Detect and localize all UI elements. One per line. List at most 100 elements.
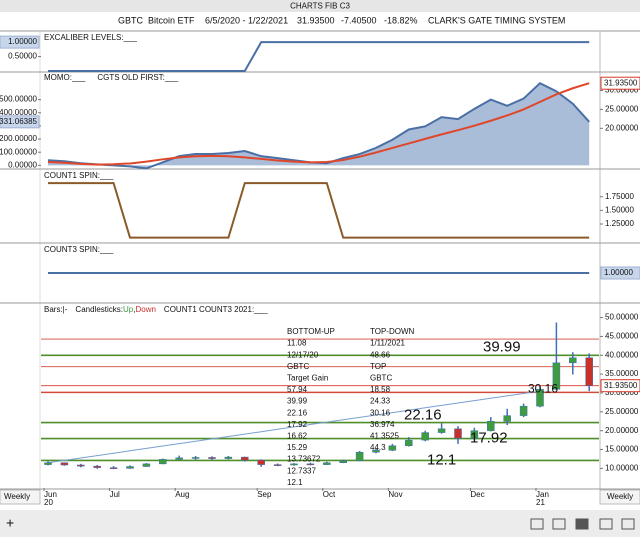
legend: MOMO:___ CGTS OLD FIRST:___ [44,73,179,82]
candle-body [421,432,429,441]
candle-body [273,464,282,466]
table-cell: GBTC [287,362,309,371]
legend-entry: CGTS OLD FIRST:___ [97,73,178,82]
candle-body [372,450,380,453]
table-cell: 18.58 [370,385,391,394]
add-button[interactable]: + [6,515,14,531]
candle-body [454,428,462,439]
interval-select[interactable] [599,489,640,505]
last-value-label: 1.00000 [604,268,633,277]
x-tick-label: Jul [110,490,120,499]
candle-body [339,460,347,463]
interval-select[interactable] [0,489,41,505]
legend-entry: Bars:|- [44,305,68,314]
legend-entry: Up [123,305,134,314]
y-tick-label: 0.50000 [8,52,37,61]
toolbar-icon[interactable] [530,518,544,530]
table-cell: 11.08 [287,339,307,348]
x-year-label: 20 [44,498,53,507]
candle-body [44,462,52,465]
toolbar [0,510,640,537]
legend-entry: , [133,305,135,314]
table-cell: 17.92 [287,420,308,429]
table-cell: 57.94 [287,385,308,394]
y-tick-label: 1.50000 [605,205,634,214]
y-tick-label: 45.00000 [605,332,639,341]
table-cell: 41.3525 [370,432,399,441]
x-tick-label: Oct [323,490,336,499]
x-tick-label: Dec [470,490,484,499]
table-cell: 22.16 [287,408,308,417]
candle-body [224,456,233,459]
candle-body [585,357,593,386]
table-cell: 1/11/2021 [370,339,406,348]
candle-body [405,439,413,447]
y-tick-label: 200.00000 [0,134,38,143]
toolbar-icon[interactable] [552,518,566,530]
legend: COUNT3 SPIN:___ [44,245,114,254]
table-cell: 12/17/20 [287,350,319,359]
interval-label[interactable]: Weekly [4,492,30,501]
candle-body [503,415,511,422]
y-tick-label: 1.25000 [605,219,634,228]
table-cell: 44.3 [370,443,386,452]
legend: Bars:|- Candlesticks:Up,Down COUNT1 COUNT3… [44,305,268,314]
toolbar-icon[interactable] [575,518,589,530]
series-line [48,41,590,72]
y-tick-label: 25.00000 [605,105,639,114]
x-tick-label: Nov [388,490,402,499]
candle-body [175,457,183,460]
table-cell: TOP-DOWN [370,327,415,336]
legend-entry: Candlesticks: [75,305,123,314]
legend-entry: EXCALIBER LEVELS:___ [44,33,137,42]
candle-body [241,456,249,461]
candle-body [355,451,364,462]
series-line [48,182,590,239]
y-tick-label: 50.00000 [605,313,639,322]
x-tick-label: Jan [536,490,549,499]
table-cell: 13.73672 [287,455,321,464]
table-cell: 48.66 [370,350,391,359]
candle-body [388,445,397,451]
date-range: 6/5/2020 - 1/22/2021 [205,15,288,25]
trend-line [47,390,541,464]
y-tick-label: 20.00000 [605,426,639,435]
y-tick-label: 400.00000 [0,108,38,117]
table-cell: BOTTOM-UP [287,327,335,336]
candle-body [93,465,101,468]
table-cell: 15.29 [287,443,308,452]
x-tick-label: Jun [44,490,57,499]
level-label: 17.92 [470,429,508,446]
last-value-box [0,35,40,49]
candle-body [142,463,151,467]
y-tick-label: 500.00000 [0,95,38,104]
candle-body [552,362,561,390]
legend-entry: Down [135,305,155,314]
interval-label[interactable]: Weekly [607,492,633,501]
candle-body [159,459,167,465]
level-label: 39.99 [483,338,521,355]
area [48,83,590,169]
candle-body [536,388,544,407]
toolbar-icon[interactable] [599,518,613,530]
last-value-label: 331.06385 [0,117,38,126]
candle-body [306,463,315,466]
y-tick-label: 10.00000 [605,464,639,473]
candle-body [60,462,69,466]
y-tick-label: 15.00000 [605,445,639,454]
y-tick-label: 0.00000 [8,160,37,169]
toolbar-icon[interactable] [621,518,635,530]
level-label: 22.16 [404,407,442,424]
system-name: CLARK'S GATE TIMING SYSTEM [428,15,565,25]
y-tick-label: 30.00000 [605,388,639,397]
legend-entry: COUNT1 SPIN:___ [44,171,114,180]
candle-body [487,421,495,431]
y-tick-label: 30.00000 [605,86,639,95]
title-bar [0,0,640,12]
x-tick-label: Aug [175,490,189,499]
x-tick-label: Sep [257,490,272,499]
legend-entry: COUNT1 COUNT3 2021:___ [164,305,268,314]
last-value-label: 1.00000 [8,37,37,46]
